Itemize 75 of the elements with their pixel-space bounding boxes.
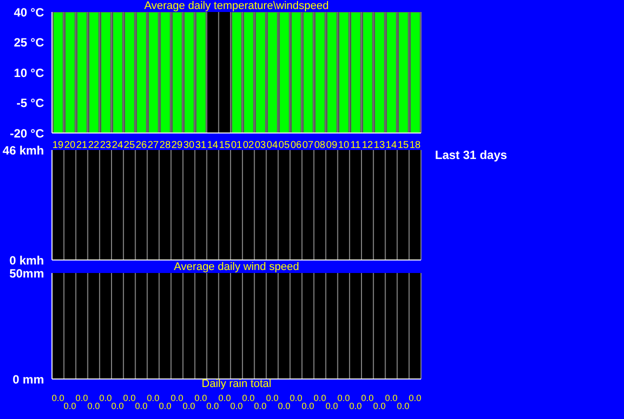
- data-label: 0.0: [242, 393, 255, 403]
- data-label: 0.0: [135, 401, 148, 411]
- x-tick-label: 02: [242, 140, 254, 152]
- x-tick-label: 28: [160, 140, 172, 152]
- y-tick-label: 10 °C: [14, 66, 44, 80]
- x-tick-label: 08: [314, 140, 326, 152]
- text: Last 31 days: [435, 148, 508, 162]
- data-label: 0.0: [206, 401, 219, 411]
- data-label: 0.0: [325, 401, 338, 411]
- data-label: 0.0: [337, 393, 350, 403]
- x-tick-label: 15: [398, 140, 410, 152]
- x-tick-label: 19: [52, 140, 64, 152]
- chart-title: Average daily temperature\windspeed: [143, 0, 330, 12]
- data-label: 0.0: [278, 401, 290, 411]
- x-tick-label: 30: [183, 140, 195, 152]
- data-label: 0.0: [194, 393, 208, 403]
- x-tick-label: 20: [64, 140, 76, 152]
- x-tick-label: 29: [171, 140, 183, 152]
- data-label: 0.0: [349, 401, 362, 411]
- data-label: 0.0: [361, 393, 374, 403]
- y-tick-label: 46 kmh: [2, 143, 44, 158]
- x-tick-label: 12: [362, 140, 374, 152]
- x-tick-label: 03: [254, 140, 266, 152]
- data-label: 0.0: [158, 401, 172, 411]
- x-tick-label: 01: [230, 140, 242, 152]
- data-label: 0.0: [254, 401, 267, 411]
- data-label: 0.0: [170, 393, 184, 403]
- data-label: 0.0: [290, 393, 302, 403]
- data-label: 0.0: [64, 401, 76, 411]
- x-tick-label: 07: [302, 140, 314, 152]
- y-tick-label: 0 kmh: [9, 253, 44, 268]
- x-tick-label: 09: [326, 140, 338, 152]
- x-tick-label: 31: [195, 140, 207, 152]
- data-label: 0.0: [230, 401, 243, 411]
- x-tick-label: 21: [76, 140, 88, 152]
- x-tick-label: 25: [124, 140, 136, 152]
- x-tick-label: 24: [112, 140, 124, 152]
- x-tick-label: 14: [207, 140, 219, 152]
- x-tick-label: 23: [100, 140, 112, 152]
- data-label: 0.0: [266, 393, 278, 403]
- data-label: 0.0: [408, 393, 422, 403]
- data-label: 0.0: [373, 401, 386, 411]
- data-label: 0.0: [396, 401, 410, 411]
- data-label: 0.0: [314, 393, 326, 403]
- x-tick-label: 13: [374, 140, 386, 152]
- x-tick-label: 27: [148, 140, 160, 152]
- data-label: 0.0: [384, 393, 398, 403]
- y-tick-label: 50mm: [9, 266, 44, 280]
- x-tick-label: 04: [266, 140, 278, 152]
- y-tick-label: 40 °C: [14, 5, 44, 20]
- data-label: 0.0: [182, 401, 196, 411]
- x-tick-label: 10: [338, 140, 350, 152]
- x-axis-title: Daily rain total: [202, 378, 272, 390]
- x-tick-label: 15: [219, 140, 231, 152]
- data-label: 0.0: [99, 393, 112, 403]
- data-label: 0.0: [52, 393, 64, 403]
- x-axis-title: Average daily wind speed: [174, 260, 300, 273]
- data-label: 0.0: [302, 401, 314, 411]
- y-tick-label: -5 °C: [16, 96, 44, 110]
- data-label: 0.0: [111, 401, 124, 411]
- data-label: 0.0: [146, 393, 160, 403]
- y-tick-label: 0 mm: [12, 372, 44, 386]
- x-tick-label: 22: [88, 140, 100, 152]
- x-tick-label: 26: [136, 140, 148, 152]
- x-tick-label: 05: [278, 140, 290, 152]
- x-tick-label: 06: [290, 140, 302, 152]
- data-label: 0.0: [123, 393, 136, 403]
- data-label: 0.0: [76, 393, 88, 403]
- data-label: 0.0: [218, 393, 231, 403]
- data-label: 0.0: [87, 401, 100, 411]
- y-tick-label: -20 °C: [10, 126, 44, 140]
- x-tick-label: 14: [386, 140, 398, 152]
- y-tick-label: 25 °C: [14, 36, 44, 50]
- x-tick-label: 18: [409, 140, 422, 152]
- x-tick-label: 11: [350, 140, 362, 152]
